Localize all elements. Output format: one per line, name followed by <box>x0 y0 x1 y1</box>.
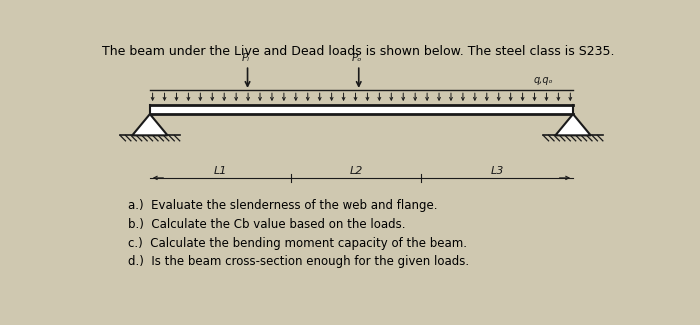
Text: L2: L2 <box>349 166 363 176</box>
Bar <box>150 105 573 114</box>
Polygon shape <box>555 114 591 135</box>
Text: L1: L1 <box>214 166 227 176</box>
Text: L3: L3 <box>491 166 504 176</box>
Text: q,qₒ: q,qₒ <box>533 75 553 85</box>
Text: d.)  Is the beam cross-section enough for the given loads.: d.) Is the beam cross-section enough for… <box>128 255 469 268</box>
Text: c.)  Calculate the bending moment capacity of the beam.: c.) Calculate the bending moment capacit… <box>128 237 467 250</box>
Text: b.)  Calculate the Cb value based on the loads.: b.) Calculate the Cb value based on the … <box>128 218 406 231</box>
Text: Pₒ: Pₒ <box>352 53 363 63</box>
Text: The beam under the Live and Dead loads is shown below. The steel class is S235.: The beam under the Live and Dead loads i… <box>102 45 615 58</box>
Text: a.)  Evaluate the slenderness of the web and flange.: a.) Evaluate the slenderness of the web … <box>128 199 438 212</box>
Polygon shape <box>132 114 167 135</box>
Text: Pₗ: Pₗ <box>242 53 250 63</box>
